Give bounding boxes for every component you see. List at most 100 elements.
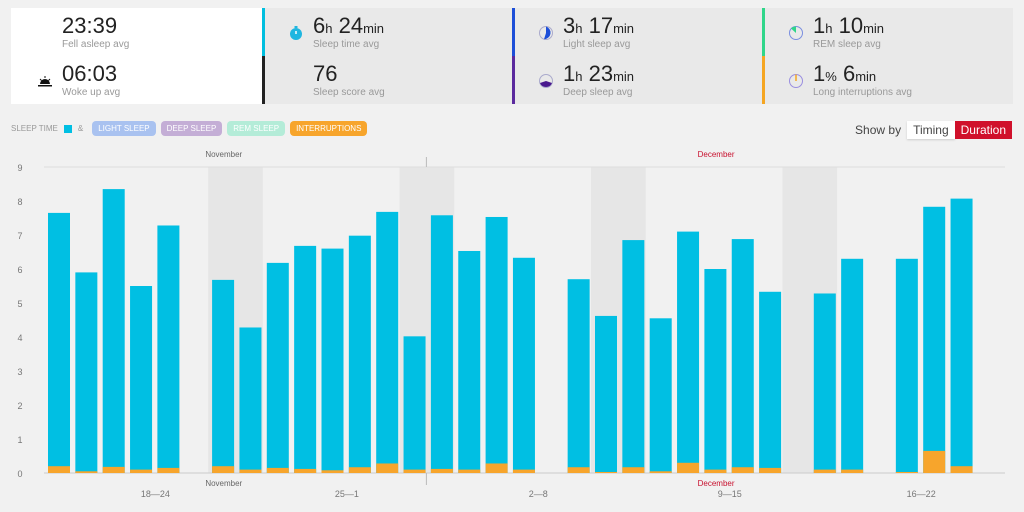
sleep-time-bar bbox=[403, 336, 426, 473]
light-sleep-stat: 3h 17min Light sleep avg bbox=[512, 8, 762, 56]
interruption-bar bbox=[950, 466, 973, 473]
sleep-time-bar bbox=[102, 189, 125, 473]
interruption-bar bbox=[485, 463, 508, 473]
rem-sleep-toggle[interactable]: REM SLEEP bbox=[227, 121, 286, 136]
deep-sleep-value: 1h 23min bbox=[563, 61, 635, 86]
sleep-time-bar bbox=[512, 257, 535, 473]
moon-icon bbox=[42, 28, 47, 38]
interruption-bar bbox=[75, 471, 98, 473]
rem-sleep-value: 1h 10min bbox=[813, 13, 885, 38]
weekend-band bbox=[782, 167, 838, 473]
interruption-bar bbox=[294, 468, 317, 473]
interruption-bar bbox=[102, 466, 125, 473]
y-tick-label: 2 bbox=[17, 401, 22, 411]
sleep-time-swatch bbox=[63, 124, 72, 133]
stats-panel: 23:39 Fell asleep avg 06:03 Woke up avg … bbox=[11, 8, 1013, 104]
light-sleep-pie-icon bbox=[539, 26, 553, 40]
show-by-control: Show by Timing Duration bbox=[855, 121, 1012, 139]
month-label-bottom: December bbox=[698, 479, 735, 488]
timing-button[interactable]: Timing bbox=[907, 121, 955, 139]
sleep-time-bar bbox=[430, 215, 453, 473]
interruption-bar bbox=[430, 468, 453, 473]
sleep-time-bar bbox=[75, 272, 98, 473]
sleep-time-bar bbox=[157, 225, 180, 473]
y-tick-label: 3 bbox=[17, 367, 22, 377]
sleep-time-bar bbox=[759, 291, 782, 473]
month-label-bottom: November bbox=[205, 479, 242, 488]
interruption-bar bbox=[923, 450, 946, 473]
y-tick-label: 6 bbox=[17, 265, 22, 275]
sleep-time-bar bbox=[813, 293, 836, 473]
y-tick-label: 9 bbox=[17, 163, 22, 173]
sleep-time-bar bbox=[48, 212, 70, 473]
weekend-band bbox=[591, 167, 646, 473]
sleep-time-bar bbox=[704, 269, 727, 473]
fell-asleep-value: 23:39 bbox=[62, 13, 118, 38]
interruption-bar bbox=[731, 467, 754, 473]
sleep-time-bar bbox=[731, 239, 754, 473]
sleep-time-bar bbox=[595, 315, 617, 473]
sleep-time-bar bbox=[567, 279, 590, 473]
interruption-bar bbox=[239, 469, 262, 473]
interruption-bar bbox=[348, 467, 371, 473]
sleep-time-stat: 6h 24min Sleep time avg bbox=[262, 8, 512, 56]
sleep-time-bar bbox=[212, 279, 235, 473]
light-sleep-label: Light sleep avg bbox=[563, 39, 631, 50]
deep-sleep-toggle[interactable]: DEEP SLEEP bbox=[160, 121, 223, 136]
sleep-time-bar bbox=[266, 262, 289, 473]
interruption-bar bbox=[649, 471, 672, 473]
sleep-score-value: 76 bbox=[313, 61, 338, 86]
interruptions-stat: 1% 6min Long interruptions avg bbox=[762, 56, 1013, 104]
sleep-time-bar bbox=[841, 258, 864, 473]
sleep-time-bar bbox=[923, 206, 946, 473]
y-tick-label: 5 bbox=[17, 299, 22, 309]
rem-sleep-label: REM sleep avg bbox=[813, 39, 881, 50]
interruption-bar bbox=[266, 467, 289, 473]
sleep-time-bar bbox=[458, 250, 481, 473]
woke-up-stat: 06:03 Woke up avg bbox=[11, 56, 262, 104]
interruption-bar bbox=[321, 470, 344, 473]
stats-rem: 1h 10min REM sleep avg 1% 6min Long inte… bbox=[762, 8, 1013, 104]
interruption-bar bbox=[595, 471, 617, 473]
y-tick-label: 1 bbox=[17, 435, 22, 445]
sleep-time-bar bbox=[649, 318, 672, 473]
interruption-bar bbox=[622, 467, 645, 473]
stats-sleep: 6h 24min Sleep time avg 76 Sleep score a… bbox=[262, 8, 512, 104]
fell-asleep-stat: 23:39 Fell asleep avg bbox=[11, 8, 262, 56]
rem-sleep-stat: 1h 10min REM sleep avg bbox=[762, 8, 1013, 56]
chart-legend: SLEEP TIME & LIGHT SLEEP DEEP SLEEP REM … bbox=[11, 121, 372, 136]
sleep-time-bar bbox=[677, 231, 700, 473]
interruption-bar bbox=[813, 469, 836, 473]
woke-up-value: 06:03 bbox=[62, 61, 118, 86]
week-label: 25—1 bbox=[335, 489, 359, 499]
light-sleep-value: 3h 17min bbox=[563, 13, 635, 38]
deep-sleep-pie-icon bbox=[539, 74, 553, 88]
sleep-score-stat: 76 Sleep score avg bbox=[262, 56, 512, 104]
interruption-bar bbox=[512, 469, 535, 473]
sleep-time-bar bbox=[376, 211, 399, 473]
sleep-time-bar bbox=[239, 327, 262, 473]
sunrise-icon bbox=[38, 76, 52, 87]
stats-times: 23:39 Fell asleep avg 06:03 Woke up avg bbox=[11, 8, 262, 104]
rem-sleep-pie-icon bbox=[789, 26, 803, 40]
weekend-band bbox=[208, 167, 263, 473]
interruption-bar bbox=[403, 469, 426, 473]
month-label-top: November bbox=[205, 150, 242, 159]
y-tick-label: 7 bbox=[17, 231, 22, 241]
y-tick-label: 4 bbox=[17, 333, 22, 343]
interruption-bar bbox=[458, 469, 481, 473]
interruptions-toggle[interactable]: INTERRUPTIONS bbox=[290, 121, 368, 136]
show-by-label: Show by bbox=[855, 123, 902, 137]
interruption-bar bbox=[157, 467, 180, 473]
light-sleep-toggle[interactable]: LIGHT SLEEP bbox=[92, 121, 156, 136]
week-label: 2—8 bbox=[529, 489, 548, 499]
interruption-bar bbox=[48, 466, 70, 473]
sleep-time-bar bbox=[622, 240, 645, 473]
legend-sleep-time: SLEEP TIME bbox=[11, 124, 58, 133]
week-label: 9—15 bbox=[718, 489, 742, 499]
sleep-time-bar bbox=[485, 216, 508, 474]
interruption-bar bbox=[130, 469, 153, 473]
interruption-bar bbox=[677, 462, 700, 473]
duration-button[interactable]: Duration bbox=[954, 121, 1012, 139]
y-tick-label: 8 bbox=[17, 197, 22, 207]
